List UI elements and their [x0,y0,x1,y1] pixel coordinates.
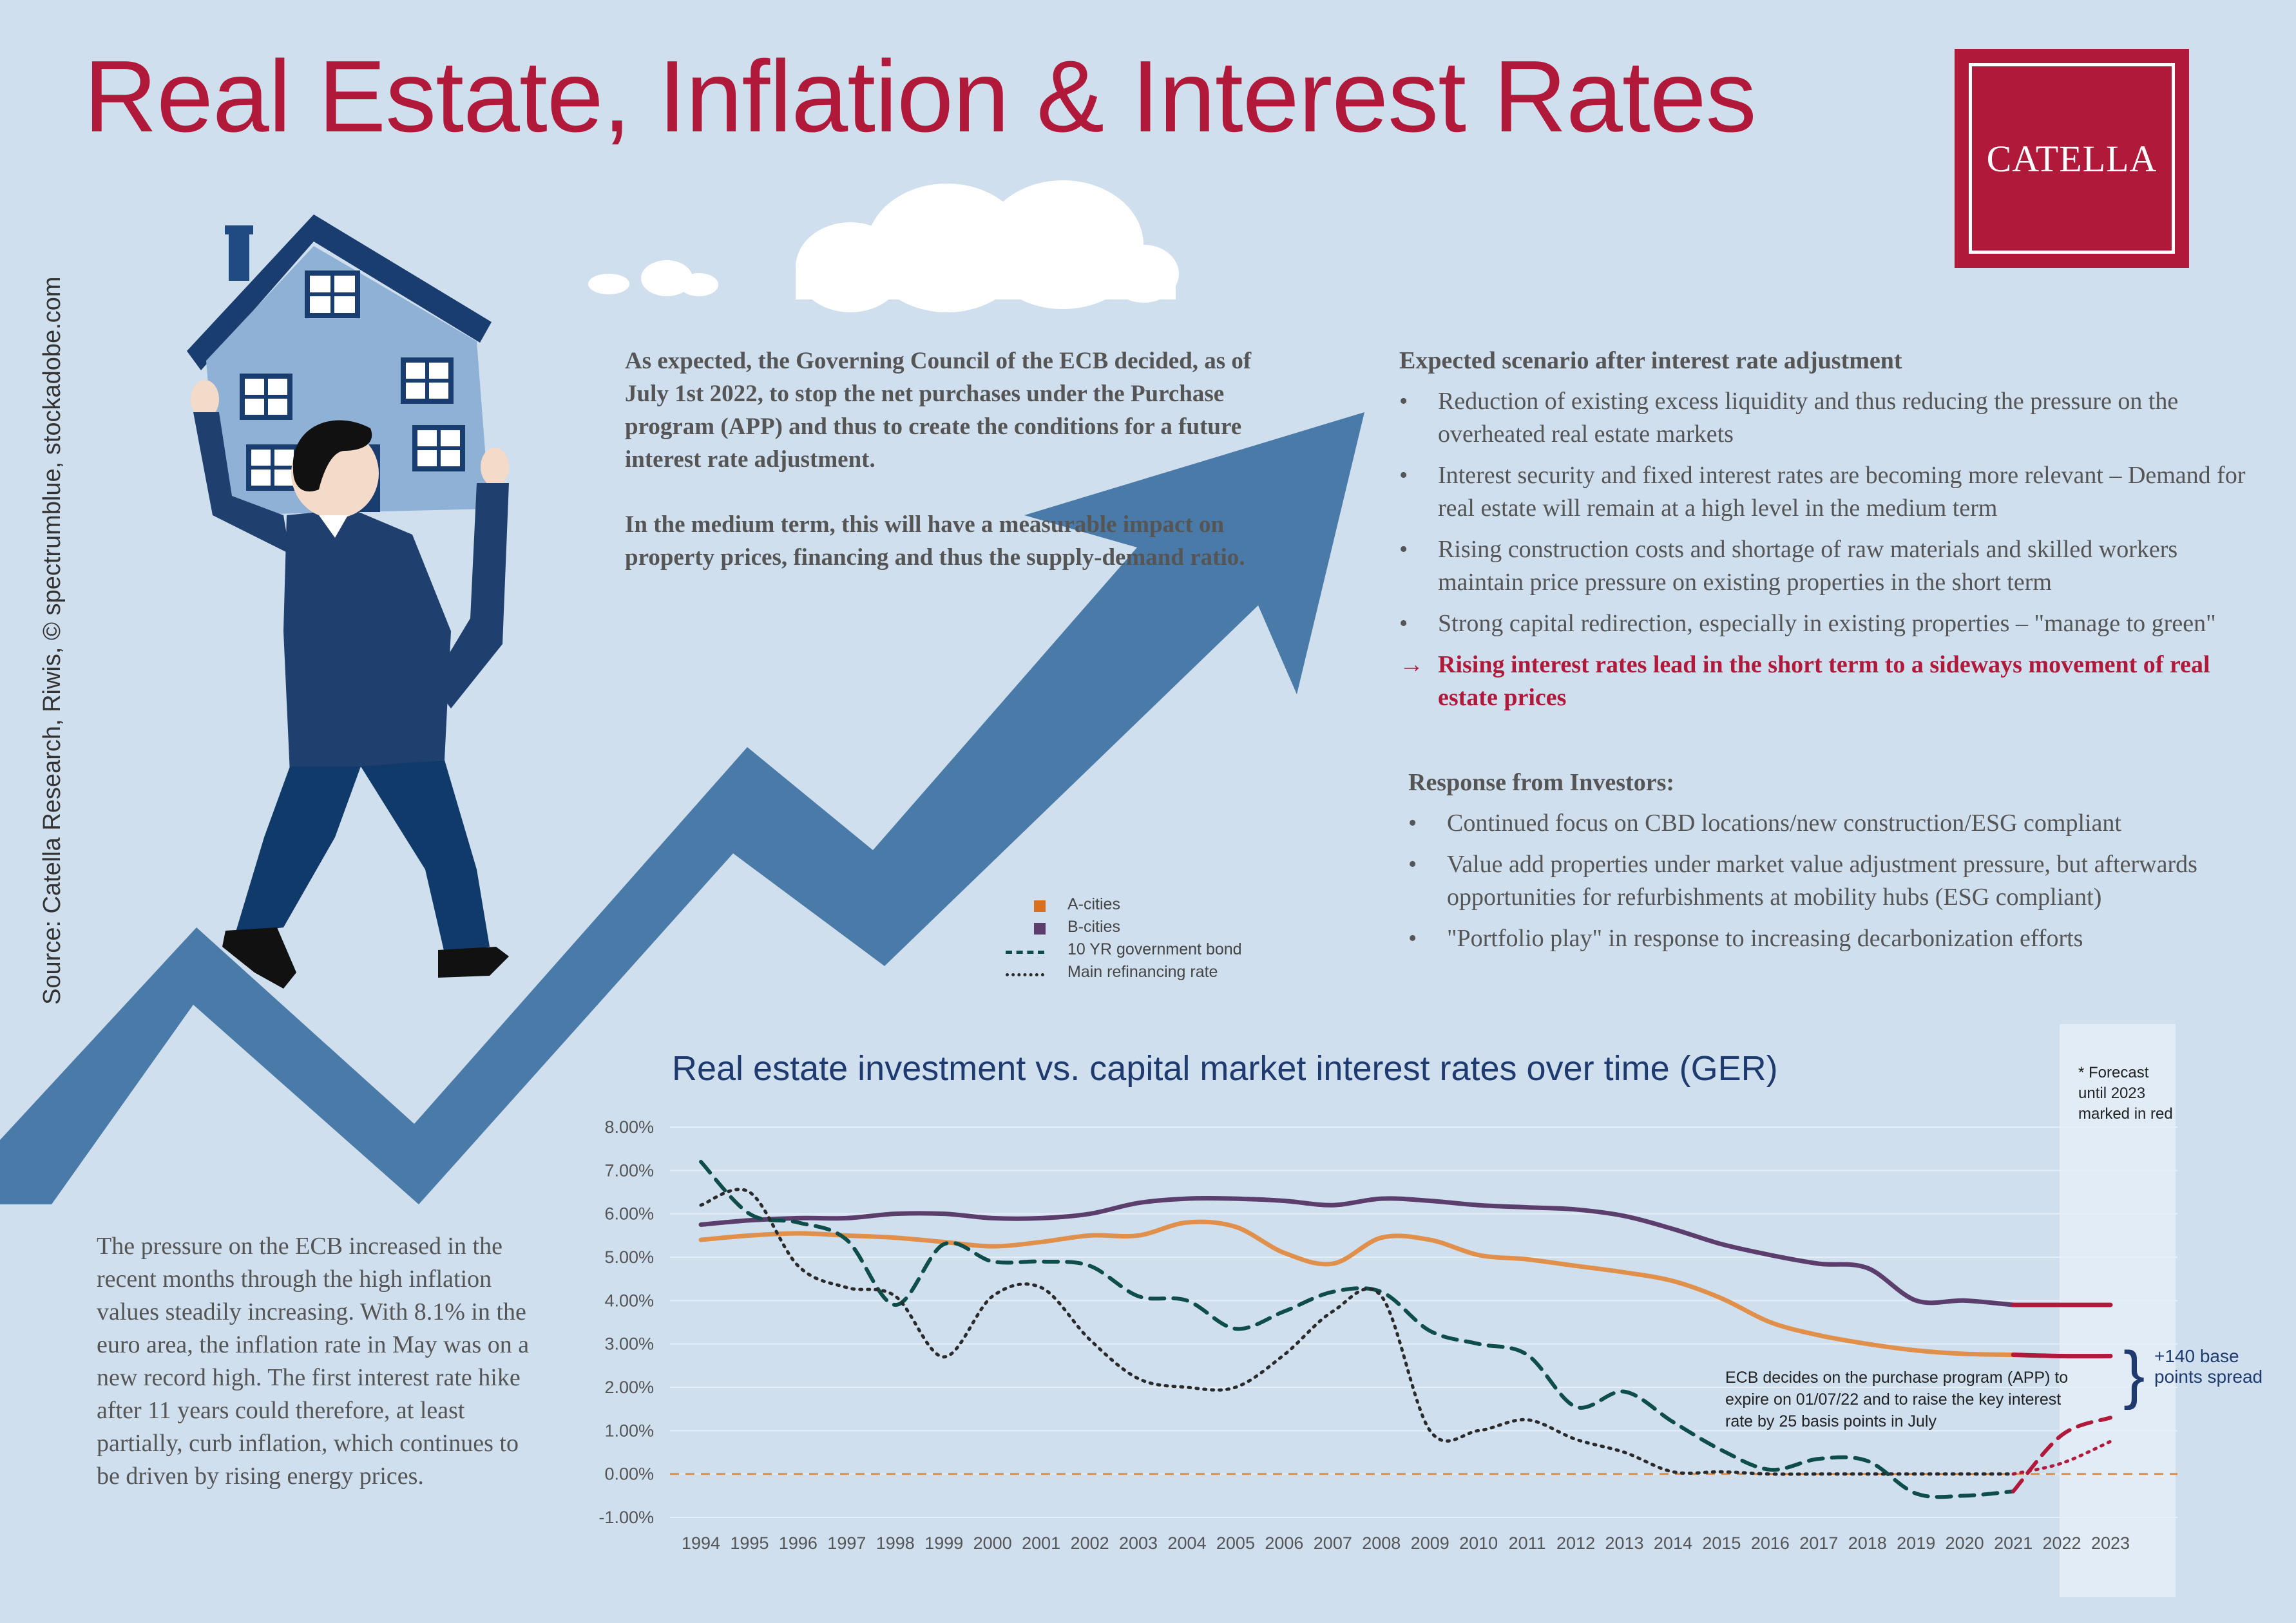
y-tick-label: 2.00% [604,1378,654,1397]
x-tick-label: 2005 [1216,1533,1255,1553]
x-tick-label: 2003 [1119,1533,1158,1553]
ecb-pressure-text: The pressure on the ECB increased in the… [97,1233,530,1490]
x-tick-label: 2015 [1702,1533,1741,1553]
rising-arrow [0,412,1364,1204]
bullet-icon: • [1399,462,1408,489]
logo-text: CATELLA [1986,137,2157,180]
catella-logo: CATELLA [1955,49,2189,268]
spread-brace: } [2123,1338,2145,1410]
scenario-item: • Rising construction costs and shortage … [1399,533,2256,599]
ecb-paragraph-1: As expected, the Governing Council of th… [625,348,1252,473]
legend-swatch [1034,923,1046,935]
investor-response: Response from Investors: • Continued focu… [1408,766,2265,963]
x-tick-label: 2022 [2043,1533,2081,1553]
page-title: Real Estate, Inflation & Interest Rates [84,40,1757,153]
ecb-paragraph-2: In the medium term, this will have a mea… [625,511,1245,571]
scenario-heading: Expected scenario after interest rate ad… [1399,347,1902,374]
x-tick-label: 1997 [827,1533,866,1553]
forecast-band [2060,1024,2176,1597]
series-line-a-cities [698,1219,2016,1357]
forecast-line-a-cities [2011,1352,2113,1359]
legend-item-refi: Main refinancing rate [1006,963,1242,985]
bullet-icon: • [1408,925,1417,952]
expected-scenario: Expected scenario after interest rate ad… [1399,345,2256,734]
x-tick-label: 2014 [1654,1533,1692,1553]
x-tick-label: 2004 [1167,1533,1206,1553]
legend-item-b-cities: B-cities [1034,918,1242,940]
bullet-icon: • [1399,388,1408,415]
forecast-line-10-yr-government-bond [2011,1416,2112,1494]
legend-swatch [1006,951,1044,954]
forecast-line-main-refinancing-rate [2011,1439,2112,1476]
scenario-item: • Reduction of existing excess liquidity … [1399,385,2256,451]
x-tick-label: 2018 [1848,1533,1887,1553]
x-tick-label: 2001 [1022,1533,1060,1553]
ecb-chart-note: ECB decides on the purchase program (APP… [1725,1369,2069,1430]
arrow-right-icon: → [1399,651,1424,678]
chart-legend: A-cities B-cities 10 YR government bond … [1006,895,1242,985]
x-tick-label: 2016 [1751,1533,1790,1553]
y-tick-label: 1.00% [604,1421,654,1440]
investors-heading: Response from Investors: [1408,769,1675,796]
y-tick-label: 3.00% [604,1334,654,1354]
bullet-icon: • [1408,810,1417,837]
bullet-icon: • [1399,610,1408,637]
x-tick-label: 1998 [876,1533,915,1553]
x-tick-label: 2008 [1362,1533,1401,1553]
x-tick-label: 2020 [1946,1533,1984,1553]
x-tick-label: 2007 [1314,1533,1352,1553]
x-tick-label: 2011 [1509,1533,1546,1553]
spread-label: +140 base points spread [2154,1346,2263,1387]
x-tick-label: 2017 [1799,1533,1838,1553]
house-icon [187,214,492,515]
x-tick-label: 2013 [1605,1533,1643,1553]
y-tick-label: 6.00% [604,1204,654,1224]
investor-item: • "Portfolio play" in response to increas… [1408,922,2265,955]
scenario-item: • Strong capital redirection, especially … [1399,607,2256,640]
x-tick-label: 2021 [1994,1533,2033,1553]
scenario-conclusion: → Rising interest rates lead in the shor… [1399,649,2256,714]
legend-item-bond: 10 YR government bond [1006,940,1242,963]
legend-swatch [1034,900,1046,912]
businessman-icon [191,380,509,989]
y-tick-label: 5.00% [604,1248,654,1267]
chart-title: Real estate investment vs. capital marke… [672,1049,1778,1088]
y-tick-label: 8.00% [604,1117,654,1137]
x-tick-label: 1996 [779,1533,818,1553]
investor-item: • Value add properties under market value… [1408,848,2265,914]
x-tick-label: 1994 [682,1533,720,1553]
series-line-b-cities [698,1195,2016,1307]
x-tick-label: 1995 [730,1533,769,1553]
bullet-icon: • [1408,851,1417,878]
x-tick-label: 2019 [1897,1533,1935,1553]
legend-item-a-cities: A-cities [1034,895,1242,918]
x-tick-label: 2000 [973,1533,1012,1553]
x-tick-label: 2002 [1071,1533,1109,1553]
forecast-note: * Forecast until 2023 marked in red [2078,1064,2173,1123]
x-tick-label: 2012 [1556,1533,1595,1553]
scenario-item: • Interest security and fixed interest ra… [1399,459,2256,525]
x-tick-label: 2006 [1265,1533,1303,1553]
cloud-icon [588,180,1179,312]
y-tick-label: 0.00% [604,1465,654,1484]
y-tick-label: 4.00% [604,1291,654,1310]
x-tick-label: 2023 [2091,1533,2130,1553]
x-tick-label: 2009 [1411,1533,1449,1553]
y-tick-label: -1.00% [598,1508,654,1527]
x-tick-label: 2010 [1459,1533,1498,1553]
bullet-icon: • [1399,536,1408,563]
investor-item: • Continued focus on CBD locations/new co… [1408,807,2265,840]
legend-swatch [1006,973,1044,976]
series-line-main-refinancing-rate [699,1188,2015,1476]
x-tick-label: 1999 [924,1533,963,1553]
ecb-decision-text: As expected, the Governing Council of th… [625,345,1263,606]
y-tick-label: 7.00% [604,1161,654,1180]
